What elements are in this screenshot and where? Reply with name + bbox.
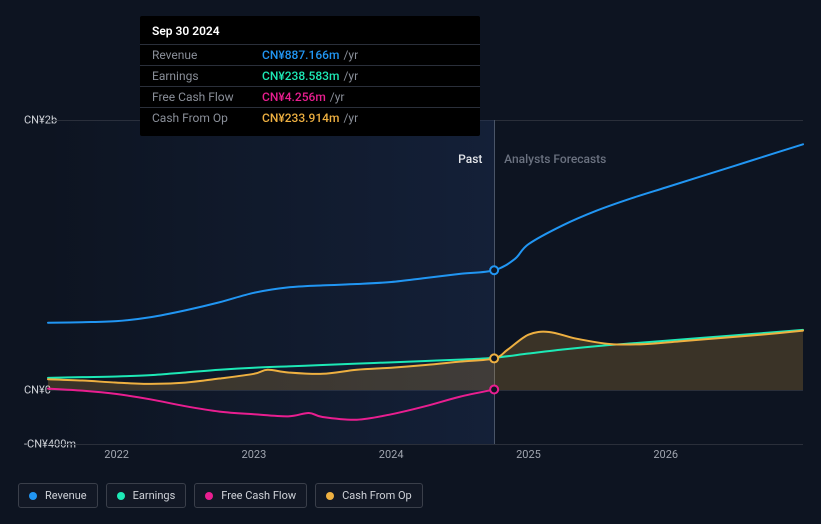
chart-tooltip: Sep 30 2024 RevenueCN¥887.166m/yrEarning…: [140, 16, 480, 136]
legend-label: Free Cash Flow: [221, 489, 296, 502]
tooltip-series-label: Cash From Op: [152, 111, 262, 125]
tooltip-series-suffix: /yr: [343, 69, 358, 83]
legend-label: Cash From Op: [342, 489, 412, 502]
tooltip-row: RevenueCN¥887.166m/yr: [140, 44, 480, 65]
legend-label: Earnings: [133, 489, 176, 502]
series-marker: [490, 266, 498, 274]
legend-label: Revenue: [45, 489, 87, 502]
tooltip-series-value: CN¥233.914m: [262, 111, 339, 125]
series-line: [48, 389, 494, 420]
legend-dot-icon: [117, 492, 125, 500]
tooltip-series-value: CN¥4.256m: [262, 90, 326, 104]
tooltip-series-suffix: /yr: [343, 48, 358, 62]
tooltip-series-value: CN¥887.166m: [262, 48, 339, 62]
legend-dot-icon: [205, 492, 213, 500]
x-axis-label: 2022: [104, 448, 129, 461]
x-axis-label: 2026: [653, 448, 678, 461]
tooltip-series-suffix: /yr: [330, 90, 345, 104]
tooltip-row: EarningsCN¥238.583m/yr: [140, 65, 480, 86]
tooltip-series-value: CN¥238.583m: [262, 69, 339, 83]
x-axis-label: 2023: [242, 448, 267, 461]
legend: Revenue Earnings Free Cash Flow Cash From O…: [18, 483, 423, 508]
tooltip-row: Cash From OpCN¥233.914m/yr: [140, 107, 480, 128]
tooltip-series-suffix: /yr: [343, 111, 358, 125]
tooltip-series-label: Free Cash Flow: [152, 90, 262, 104]
tooltip-series-label: Earnings: [152, 69, 262, 83]
series-marker: [490, 385, 498, 393]
series-marker: [490, 354, 498, 362]
chart-plot-area: CN¥2bCN¥0-CN¥400m Past Analysts Forecast…: [18, 120, 803, 444]
tooltip-date: Sep 30 2024: [140, 24, 480, 44]
legend-item[interactable]: Earnings: [106, 483, 187, 508]
legend-item[interactable]: Cash From Op: [315, 483, 423, 508]
tooltip-row: Free Cash FlowCN¥4.256m/yr: [140, 86, 480, 107]
legend-item[interactable]: Free Cash Flow: [194, 483, 307, 508]
legend-dot-icon: [326, 492, 334, 500]
legend-item[interactable]: Revenue: [18, 483, 98, 508]
y-gridline: [48, 444, 803, 445]
legend-dot-icon: [29, 492, 37, 500]
chart-svg: [48, 120, 803, 444]
series-line: [48, 144, 803, 322]
financial-chart: Sep 30 2024 RevenueCN¥887.166m/yrEarning…: [0, 0, 821, 524]
x-axis-label: 2024: [379, 448, 404, 461]
x-axis: 2022 2023 2024 2025 2026: [18, 448, 803, 468]
x-axis-label: 2025: [516, 448, 541, 461]
y-axis-label: CN¥0: [24, 384, 51, 397]
tooltip-series-label: Revenue: [152, 48, 262, 62]
